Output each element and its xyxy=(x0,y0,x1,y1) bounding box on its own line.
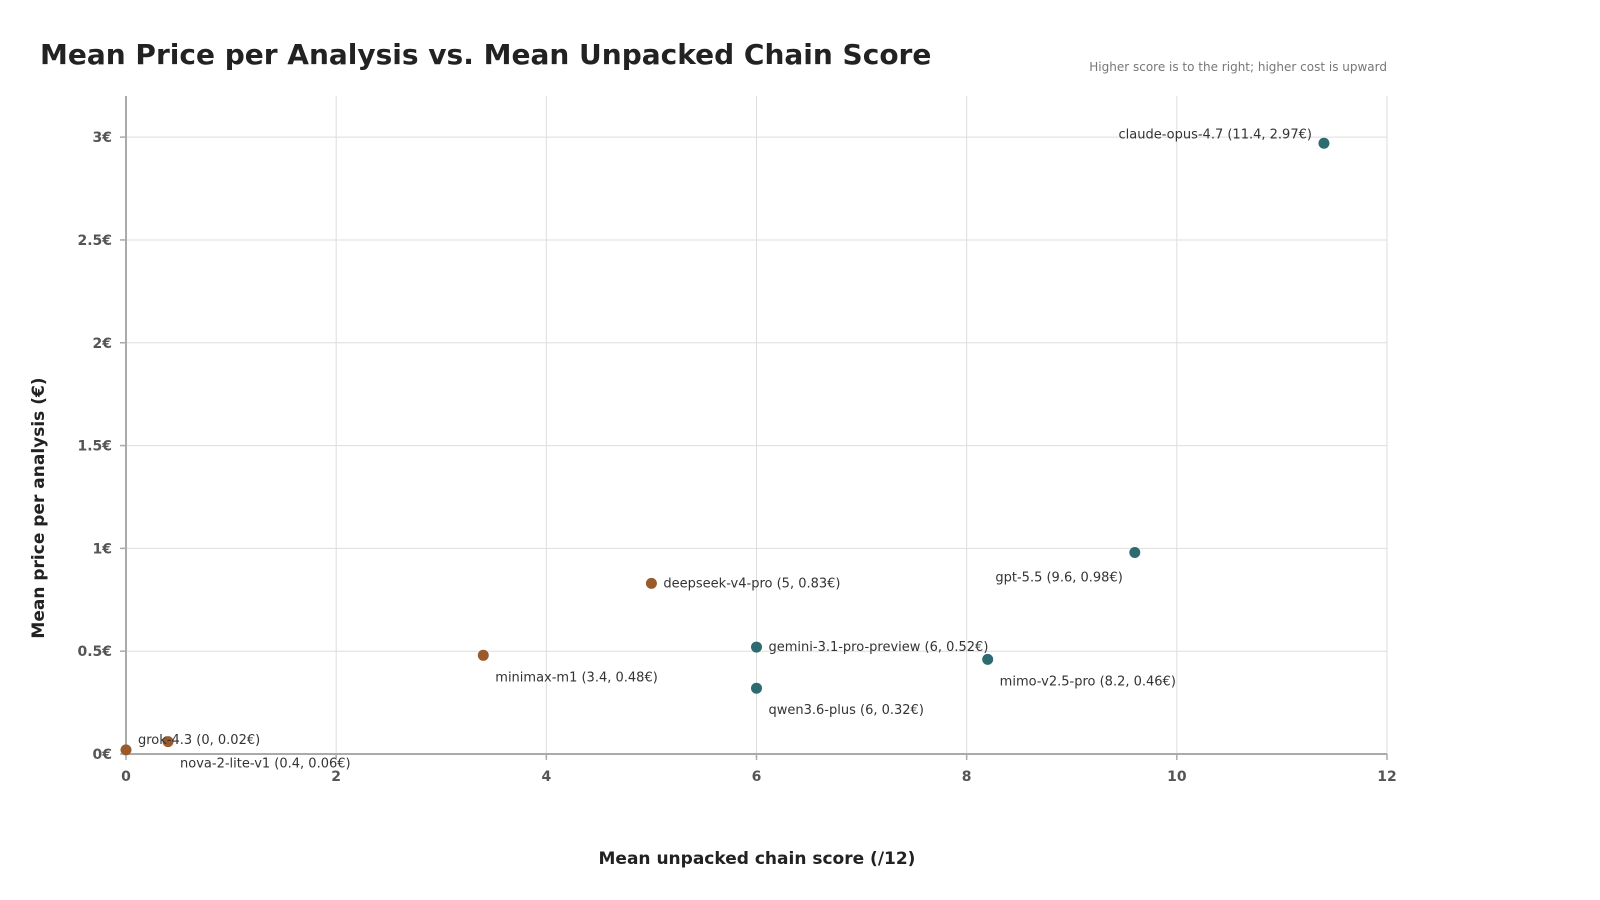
data-point-label: minimax-m1 (3.4, 0.48€) xyxy=(495,670,658,685)
y-tick-label: 2.5€ xyxy=(77,233,112,249)
data-point xyxy=(1129,546,1141,558)
data-point-label: qwen3.6-plus (6, 0.32€) xyxy=(769,703,924,718)
data-point-label: claude-opus-4.7 (11.4, 2.97€) xyxy=(1119,127,1312,142)
chart-title: Mean Price per Analysis vs. Mean Unpacke… xyxy=(40,38,931,71)
y-tick-label: 1.5€ xyxy=(77,439,112,455)
y-tick-label: 0.5€ xyxy=(77,644,112,660)
x-tick-label: 10 xyxy=(1167,769,1187,785)
y-tick-label: 0€ xyxy=(93,747,112,763)
data-point xyxy=(751,641,762,653)
data-point-label: gemini-3.1-pro-preview (6, 0.52€) xyxy=(769,640,989,655)
data-point xyxy=(120,744,132,756)
x-axis-label: Mean unpacked chain score (/12) xyxy=(599,849,916,869)
x-tick-label: 2 xyxy=(331,769,341,785)
y-axis-label: Mean price per analysis (€) xyxy=(29,377,49,638)
chart-subtitle: Higher score is to the right; higher cos… xyxy=(1089,60,1387,74)
y-tick-label: 3€ xyxy=(93,130,112,146)
x-tick-label: 12 xyxy=(1377,769,1396,785)
data-point xyxy=(477,649,489,661)
data-points xyxy=(120,137,1330,756)
y-tick-label: 2€ xyxy=(93,336,112,352)
data-point xyxy=(1318,137,1330,149)
axes xyxy=(120,96,1388,760)
data-point-label: nova-2-lite-v1 (0.4, 0.06€) xyxy=(180,757,351,772)
x-tick-label: 0 xyxy=(121,769,131,785)
tick-labels: 0 2 4 6 8 10 12 0€ 0.5€ 1€ 1.5€ 2€ 2.5€ 3€ xyxy=(77,130,1396,785)
gridlines xyxy=(125,96,1388,755)
x-tick-label: 6 xyxy=(752,769,762,785)
y-tick-label: 1€ xyxy=(93,541,112,557)
data-point-label: deepseek-v4-pro (5, 0.83€) xyxy=(663,576,840,591)
x-tick-label: 4 xyxy=(541,769,551,785)
data-point xyxy=(982,653,994,665)
point-labels: claude-opus-4.7 (11.4, 2.97€) gpt-5.5 (9.… xyxy=(138,127,1312,771)
data-point-label: mimo-v2.5-pro (8.2, 0.46€) xyxy=(1000,674,1176,689)
x-tick-label: 8 xyxy=(962,769,972,785)
data-point-label: grok-4.3 (0, 0.02€) xyxy=(138,733,260,748)
data-point xyxy=(751,682,762,694)
data-point xyxy=(645,577,657,589)
data-point-label: gpt-5.5 (9.6, 0.98€) xyxy=(995,570,1122,585)
data-point xyxy=(162,736,174,748)
